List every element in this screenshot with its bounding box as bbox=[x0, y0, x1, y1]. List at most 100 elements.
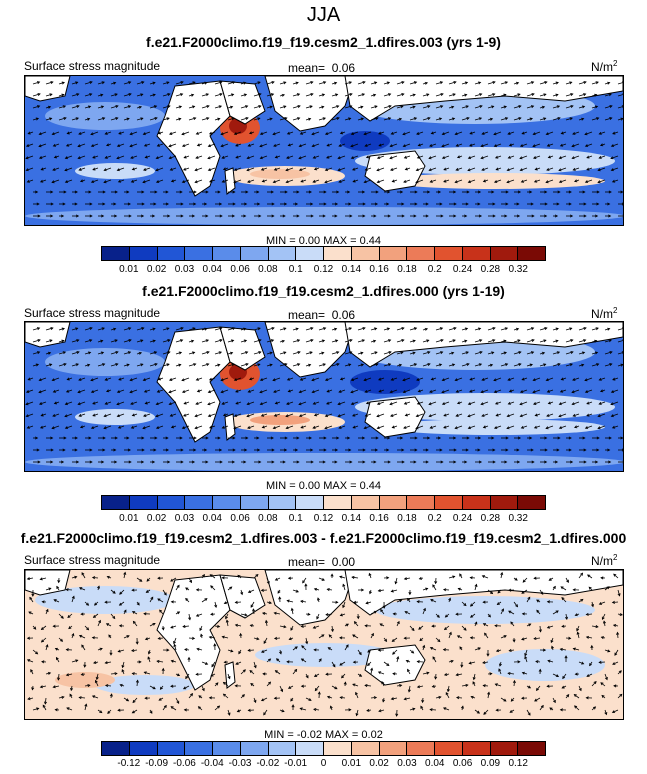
vector-arrowhead bbox=[219, 214, 223, 218]
vector-arrowhead bbox=[557, 190, 561, 194]
vector-arrow bbox=[324, 179, 333, 183]
vector-arrowhead bbox=[465, 351, 469, 355]
vector-arrow bbox=[292, 363, 300, 367]
vector-arrowhead bbox=[85, 602, 90, 606]
vector-arrow bbox=[221, 155, 229, 159]
vector-arrowhead bbox=[503, 698, 507, 702]
vector-arrowhead bbox=[608, 190, 612, 194]
vector-arrow bbox=[261, 413, 268, 417]
vector-arrowhead bbox=[454, 426, 458, 430]
vector-arrowhead bbox=[530, 351, 535, 355]
vector-arrowhead bbox=[274, 577, 279, 581]
vector-arrow bbox=[586, 673, 593, 677]
vector-arrow bbox=[136, 577, 143, 582]
vector-arrowhead bbox=[566, 579, 569, 583]
vector-arrowhead bbox=[209, 425, 213, 429]
vector-arrowhead bbox=[118, 131, 122, 135]
colorbar-tick-label: 0.16 bbox=[369, 513, 389, 524]
vector-arrowhead bbox=[204, 598, 208, 602]
vector-arrowhead bbox=[374, 81, 378, 85]
vector-arrowhead bbox=[412, 707, 416, 711]
vector-arrow bbox=[53, 143, 60, 147]
vector-arrowhead bbox=[129, 390, 133, 394]
vector-arrow bbox=[456, 697, 463, 699]
vector-arrowhead bbox=[407, 689, 411, 693]
vector-arrow bbox=[274, 612, 281, 615]
vector-arrow bbox=[170, 413, 177, 417]
colorbar-tick-label: 0.28 bbox=[480, 513, 501, 524]
vector-arrowhead bbox=[37, 338, 41, 342]
vector-arrowhead bbox=[498, 668, 502, 672]
vector-arrow bbox=[318, 327, 326, 331]
vector-arrow bbox=[599, 155, 606, 159]
vector-arrowhead bbox=[453, 436, 457, 440]
vector-arrowhead bbox=[472, 676, 476, 681]
vector-arrow bbox=[480, 401, 489, 405]
vector-arrow bbox=[435, 339, 444, 343]
vector-arrow bbox=[71, 363, 79, 367]
vector-arrowhead bbox=[424, 327, 429, 331]
vector-arrow bbox=[376, 413, 385, 417]
vector-arrowhead bbox=[305, 675, 309, 679]
vector-arrowhead bbox=[348, 363, 352, 367]
vector-arrow bbox=[559, 155, 567, 159]
vector-arrow bbox=[156, 425, 164, 429]
vector-arrowhead bbox=[130, 425, 135, 429]
vector-arrowhead bbox=[207, 156, 211, 160]
vector-arrowhead bbox=[196, 389, 201, 393]
vector-arrowhead bbox=[257, 363, 261, 367]
vector-arrowhead bbox=[412, 93, 416, 97]
vector-arrow bbox=[259, 143, 268, 147]
vector-arrowhead bbox=[206, 117, 210, 121]
vector-arrowhead bbox=[264, 619, 269, 624]
vector-arrowhead bbox=[236, 709, 240, 713]
vector-arrow bbox=[162, 105, 171, 109]
vector-arrowhead bbox=[376, 402, 381, 406]
vector-arrowhead bbox=[607, 327, 611, 331]
vector-arrowhead bbox=[388, 350, 392, 354]
vector-arrowhead bbox=[477, 647, 481, 651]
vector-arrow bbox=[92, 401, 99, 405]
vector-arrowhead bbox=[147, 651, 151, 655]
vector-arrowhead bbox=[469, 143, 473, 147]
vector-arrowhead bbox=[246, 156, 250, 160]
vector-arrow bbox=[597, 425, 606, 429]
vector-arrowhead bbox=[427, 436, 431, 440]
vector-arrowhead bbox=[493, 378, 497, 382]
vector-arrowhead bbox=[610, 156, 614, 160]
vector-arrowhead bbox=[478, 460, 483, 464]
vector-arrowhead bbox=[469, 389, 473, 393]
vector-arrow bbox=[259, 389, 268, 393]
vector-arrowhead bbox=[532, 144, 536, 148]
vector-arrowhead bbox=[573, 694, 577, 697]
vector-arrowhead bbox=[524, 655, 528, 660]
vector-arrowhead bbox=[616, 631, 620, 635]
vector-arrowhead bbox=[204, 327, 208, 331]
max-label: MAX = bbox=[325, 729, 359, 741]
vector-arrowhead bbox=[76, 339, 80, 343]
vector-arrowhead bbox=[199, 627, 203, 632]
vector-arrow bbox=[546, 413, 554, 417]
vector-arrowhead bbox=[156, 143, 161, 147]
vector-arrow bbox=[183, 625, 190, 628]
vector-arrowhead bbox=[71, 595, 75, 599]
vector-arrow bbox=[416, 167, 424, 171]
vector-arrowhead bbox=[589, 663, 592, 667]
vector-arrowhead bbox=[152, 339, 156, 343]
panel-1-map-svg bbox=[25, 76, 623, 225]
vector-arrow bbox=[617, 364, 623, 367]
vector-arrowhead bbox=[47, 671, 52, 675]
vector-arrowhead bbox=[229, 105, 234, 109]
vector-arrow bbox=[91, 143, 99, 147]
vector-arrow bbox=[25, 401, 34, 405]
colorbar-tick-label: 0.12 bbox=[508, 758, 528, 769]
vector-arrowhead bbox=[36, 81, 41, 85]
vector-arrowhead bbox=[233, 132, 238, 136]
vector-arrowhead bbox=[70, 687, 74, 692]
vector-arrowhead bbox=[507, 671, 511, 676]
vector-arrowhead bbox=[364, 413, 368, 417]
vector-arrowhead bbox=[571, 390, 575, 394]
vector-arrowhead bbox=[220, 390, 224, 394]
vector-arrowhead bbox=[130, 179, 135, 183]
vector-arrowhead bbox=[337, 156, 341, 160]
